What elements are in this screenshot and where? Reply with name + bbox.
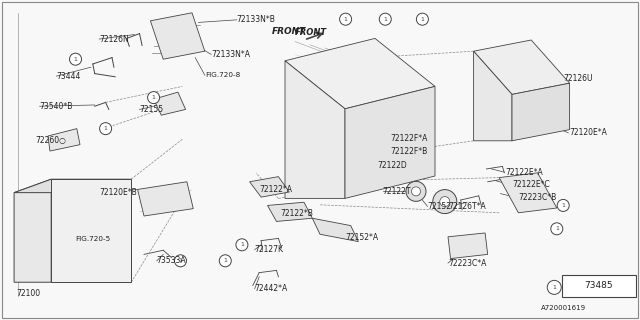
Text: 72122D: 72122D	[378, 161, 407, 170]
Text: 72260○: 72260○	[35, 136, 66, 145]
Circle shape	[148, 92, 159, 104]
Bar	[562, 275, 636, 297]
Circle shape	[547, 280, 561, 294]
Polygon shape	[512, 83, 570, 141]
Polygon shape	[250, 177, 289, 197]
Circle shape	[236, 239, 248, 251]
Circle shape	[220, 255, 231, 267]
Text: 72223C*B: 72223C*B	[518, 193, 557, 202]
Text: 72442*A: 72442*A	[255, 284, 288, 293]
Text: 1: 1	[555, 226, 559, 231]
Text: 72122E*C: 72122E*C	[512, 180, 550, 189]
Text: 72152: 72152	[428, 202, 452, 211]
Text: 72133N*B: 72133N*B	[237, 15, 276, 24]
Text: 72122*A: 72122*A	[259, 185, 292, 194]
Text: 72122*B: 72122*B	[280, 209, 313, 218]
Text: 1: 1	[104, 126, 108, 131]
Polygon shape	[138, 182, 193, 216]
Text: FRONT: FRONT	[294, 28, 326, 36]
Text: 73533A: 73533A	[157, 256, 186, 265]
Text: 72122F*B: 72122F*B	[390, 147, 428, 156]
Text: 1: 1	[152, 95, 156, 100]
Text: 1: 1	[420, 17, 424, 22]
Circle shape	[551, 223, 563, 235]
Text: 73444: 73444	[56, 72, 81, 81]
Polygon shape	[14, 179, 51, 282]
Text: FRONT: FRONT	[272, 27, 307, 36]
Text: 72152*A: 72152*A	[346, 233, 379, 242]
Circle shape	[100, 123, 111, 135]
Circle shape	[175, 255, 186, 267]
Text: 1: 1	[179, 258, 182, 263]
Text: 72120E*A: 72120E*A	[570, 128, 607, 137]
Text: 1: 1	[223, 258, 227, 263]
Text: FIG.720-8: FIG.720-8	[205, 72, 240, 78]
Polygon shape	[312, 218, 358, 242]
Text: 72122T: 72122T	[383, 187, 412, 196]
Polygon shape	[285, 38, 435, 109]
Text: A720001619: A720001619	[541, 305, 586, 311]
Circle shape	[70, 53, 81, 65]
Text: 1: 1	[552, 285, 556, 290]
Polygon shape	[499, 173, 557, 213]
Polygon shape	[150, 13, 205, 59]
Text: 1: 1	[240, 242, 244, 247]
Text: 1: 1	[383, 17, 387, 22]
Polygon shape	[51, 179, 131, 282]
Polygon shape	[285, 61, 345, 198]
Text: 72133N*A: 72133N*A	[211, 50, 250, 59]
Text: 72100: 72100	[16, 289, 40, 298]
Polygon shape	[474, 51, 512, 141]
Text: 1: 1	[344, 17, 348, 22]
Circle shape	[340, 13, 351, 25]
Text: 72126T*A: 72126T*A	[448, 202, 486, 211]
Text: FIG.720-5: FIG.720-5	[76, 236, 111, 242]
Text: 72127K: 72127K	[255, 245, 284, 254]
Text: 73485: 73485	[584, 281, 612, 290]
Text: 72126U: 72126U	[563, 74, 593, 83]
Circle shape	[380, 13, 391, 25]
Text: 1: 1	[74, 57, 77, 62]
Polygon shape	[474, 40, 570, 94]
Polygon shape	[154, 92, 186, 115]
Text: 72122E*A: 72122E*A	[506, 168, 543, 177]
Polygon shape	[345, 86, 435, 198]
Text: 73540*B: 73540*B	[40, 102, 73, 111]
Circle shape	[440, 196, 450, 207]
Circle shape	[433, 189, 457, 214]
Circle shape	[417, 13, 428, 25]
Text: 72120E*B: 72120E*B	[99, 188, 137, 197]
Text: 72155: 72155	[140, 105, 164, 114]
Text: 1: 1	[561, 203, 565, 208]
Circle shape	[557, 199, 569, 212]
Polygon shape	[48, 129, 80, 151]
Text: 72126N: 72126N	[99, 35, 129, 44]
Polygon shape	[448, 233, 488, 259]
Text: 72223C*A: 72223C*A	[448, 259, 486, 268]
Circle shape	[412, 187, 420, 196]
Polygon shape	[14, 179, 131, 193]
Text: 72122F*A: 72122F*A	[390, 134, 428, 143]
Polygon shape	[268, 202, 312, 221]
Circle shape	[406, 181, 426, 201]
